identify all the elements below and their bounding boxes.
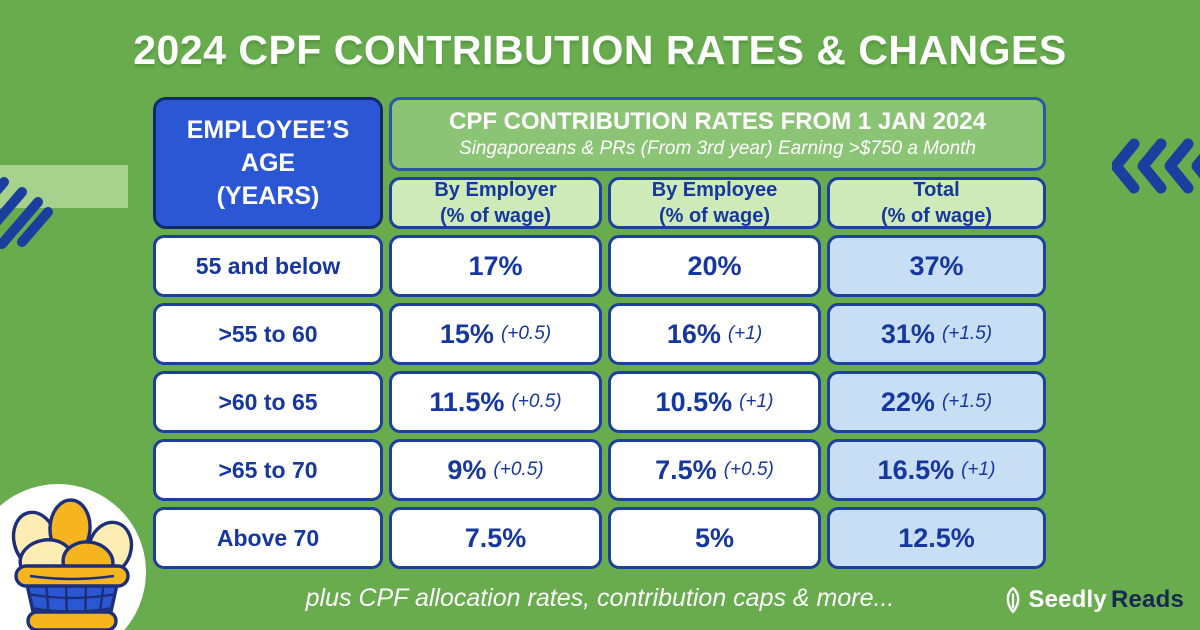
employer-rate-cell: 15% (+0.5) <box>389 303 602 365</box>
egg-basket-icon <box>11 498 134 630</box>
age-header-line: (YEARS) <box>216 181 320 210</box>
rate-change: (+0.5) <box>511 391 562 412</box>
rate-value: 20% <box>687 250 742 281</box>
age-column-header: EMPLOYEE’S AGE (YEARS) <box>153 97 383 229</box>
rate-value: 12.5% <box>898 522 975 553</box>
total-rate-cell: 37% <box>827 235 1046 297</box>
column-header-employer: By Employer (% of wage) <box>389 177 602 229</box>
employee-rate-cell: 16% (+1) <box>608 303 821 365</box>
employee-rate-cell: 20% <box>608 235 821 297</box>
column-label: By Employee <box>651 179 778 201</box>
column-header-total: Total (% of wage) <box>827 177 1046 229</box>
rate-value: 16.5% <box>877 454 955 485</box>
column-sublabel: (% of wage) <box>439 205 552 227</box>
diagonal-slashes-icon <box>0 177 53 249</box>
rate-change: (+1) <box>961 459 996 480</box>
employee-rate-cell: 7.5% (+0.5) <box>608 439 821 501</box>
rates-banner-subtitle: Singaporeans & PRs (From 3rd year) Earni… <box>459 137 976 159</box>
age-cell: >60 to 65 <box>153 371 383 433</box>
column-label: By Employer <box>434 179 557 201</box>
employee-rate-cell: 5% <box>608 507 821 569</box>
rate-value: 7.5% <box>655 454 717 485</box>
rate-change: (+1) <box>739 391 774 412</box>
rate-change: (+1) <box>727 323 763 344</box>
age-cell: >55 to 60 <box>153 303 383 365</box>
rates-banner-header: CPF CONTRIBUTION RATES FROM 1 JAN 2024 S… <box>389 97 1046 171</box>
rate-change: (+0.5) <box>500 323 552 344</box>
seedly-reads-logo: Seedly Reads <box>1002 586 1184 614</box>
rate-value: 15% <box>439 318 494 349</box>
page-title: 2024 CPF CONTRIBUTION RATES & CHANGES <box>133 27 1067 73</box>
total-rate-cell: 12.5% <box>827 507 1046 569</box>
column-header-employee: By Employee (% of wage) <box>608 177 821 229</box>
rate-value: 11.5% <box>429 386 505 417</box>
rate-value: 7.5% <box>464 522 527 553</box>
egg-basket-illustration <box>0 484 146 630</box>
employer-rate-cell: 7.5% <box>389 507 602 569</box>
column-sublabel: (% of wage) <box>880 205 993 227</box>
total-rate-cell: 22% (+1.5) <box>827 371 1046 433</box>
seedly-leaf-icon <box>1007 586 1020 614</box>
rate-value: 31% <box>880 318 935 349</box>
age-cell: 55 and below <box>153 235 383 297</box>
rate-value: 9% <box>447 454 487 485</box>
employee-rate-cell: 10.5% (+1) <box>608 371 821 433</box>
left-accent-rectangle <box>0 165 128 208</box>
age-header-line: EMPLOYEE’S <box>186 115 350 144</box>
rate-value: 16% <box>666 318 721 349</box>
rate-change: (+0.5) <box>493 459 544 480</box>
brand-reads-text: Reads <box>1110 586 1184 613</box>
rate-change: (+1.5) <box>941 323 993 344</box>
cpf-rates-table: EMPLOYEE’S AGE (YEARS) CPF CONTRIBUTION … <box>153 97 1046 569</box>
total-rate-cell: 16.5% (+1) <box>827 439 1046 501</box>
rate-value: 5% <box>694 522 735 553</box>
employer-rate-cell: 17% <box>389 235 602 297</box>
employer-rate-cell: 11.5% (+0.5) <box>389 371 602 433</box>
column-label: Total <box>913 179 960 201</box>
total-rate-cell: 31% (+1.5) <box>827 303 1046 365</box>
rate-value: 22% <box>880 386 935 417</box>
age-cell: >65 to 70 <box>153 439 383 501</box>
rate-change: (+0.5) <box>723 459 774 480</box>
column-sublabel: (% of wage) <box>658 205 771 227</box>
rate-change: (+1.5) <box>941 391 993 412</box>
rate-value: 17% <box>468 250 523 281</box>
rate-value: 10.5% <box>655 386 733 417</box>
age-header-line: AGE <box>240 148 296 177</box>
footer-note: plus CPF allocation rates, contribution … <box>305 584 895 612</box>
brand-seedly-text: Seedly <box>1028 586 1107 613</box>
rates-banner-title: CPF CONTRIBUTION RATES FROM 1 JAN 2024 <box>449 107 986 135</box>
rate-value: 37% <box>909 250 964 281</box>
employer-rate-cell: 9% (+0.5) <box>389 439 602 501</box>
chevrons-left-icon <box>1112 138 1200 194</box>
age-cell: Above 70 <box>153 507 383 569</box>
